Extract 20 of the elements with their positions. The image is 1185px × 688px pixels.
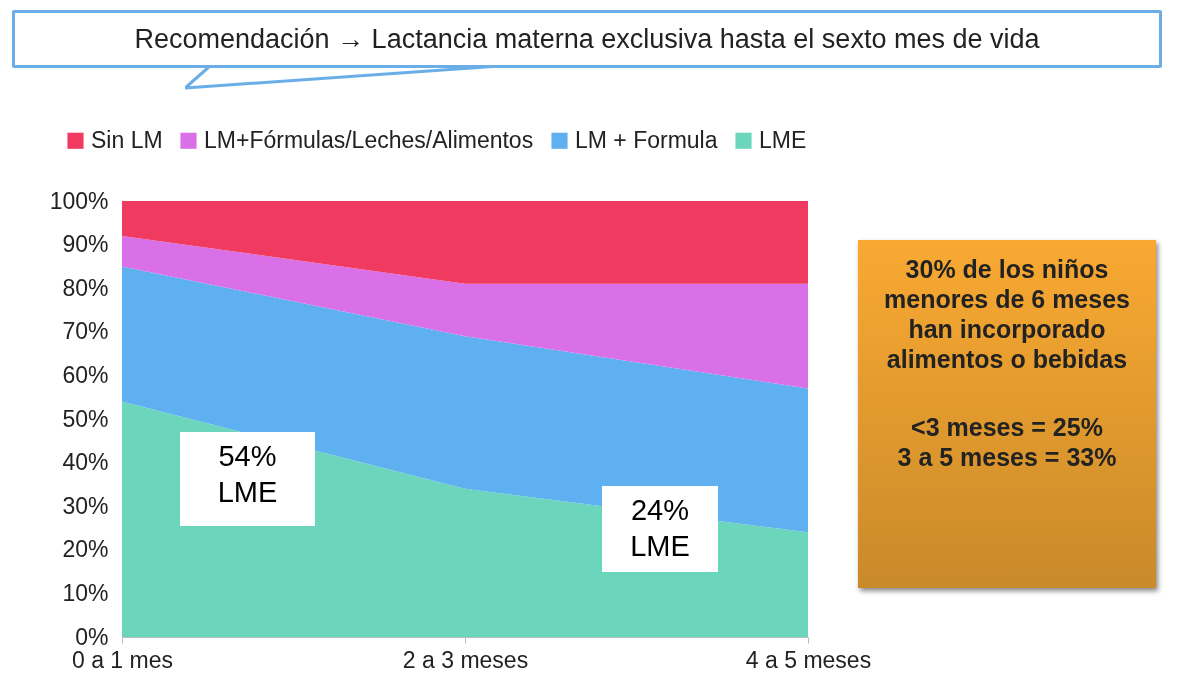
y-tick-label: 20% <box>62 536 109 563</box>
chart-title: Recomendación → Lactancia materna exclusiva hasta el sexto mes de vida <box>12 10 1162 68</box>
legend-label: Sin LM <box>91 126 163 153</box>
x-tick-label: 4 a 5 meses <box>745 646 872 673</box>
y-tick-label: 80% <box>62 274 109 301</box>
y-tick-label: 40% <box>62 449 109 476</box>
y-tick-label: 90% <box>62 231 109 258</box>
legend-label: LME <box>759 126 807 153</box>
y-tick-label: 10% <box>62 579 109 606</box>
x-tick-label: 2 a 3 meses <box>402 646 529 673</box>
legend-label: LM+Fórmulas/Leches/Alimentos <box>204 126 534 153</box>
y-tick-label: 50% <box>62 405 109 432</box>
y-tick-label: 70% <box>62 318 109 345</box>
y-tick-label: 30% <box>62 492 109 519</box>
annotation: 24% LME <box>602 486 718 572</box>
note-box: 30% de los niños menores de 6 meses han incorporado alimentos o bebidas <3 meses = 25% 3 a 5 meses = 33% <box>858 240 1156 588</box>
y-tick-label: 100% <box>49 187 109 214</box>
legend-label: LM + Formula <box>575 126 718 153</box>
annotation: 54% LME <box>180 432 315 526</box>
y-tick-label: 60% <box>62 361 109 388</box>
